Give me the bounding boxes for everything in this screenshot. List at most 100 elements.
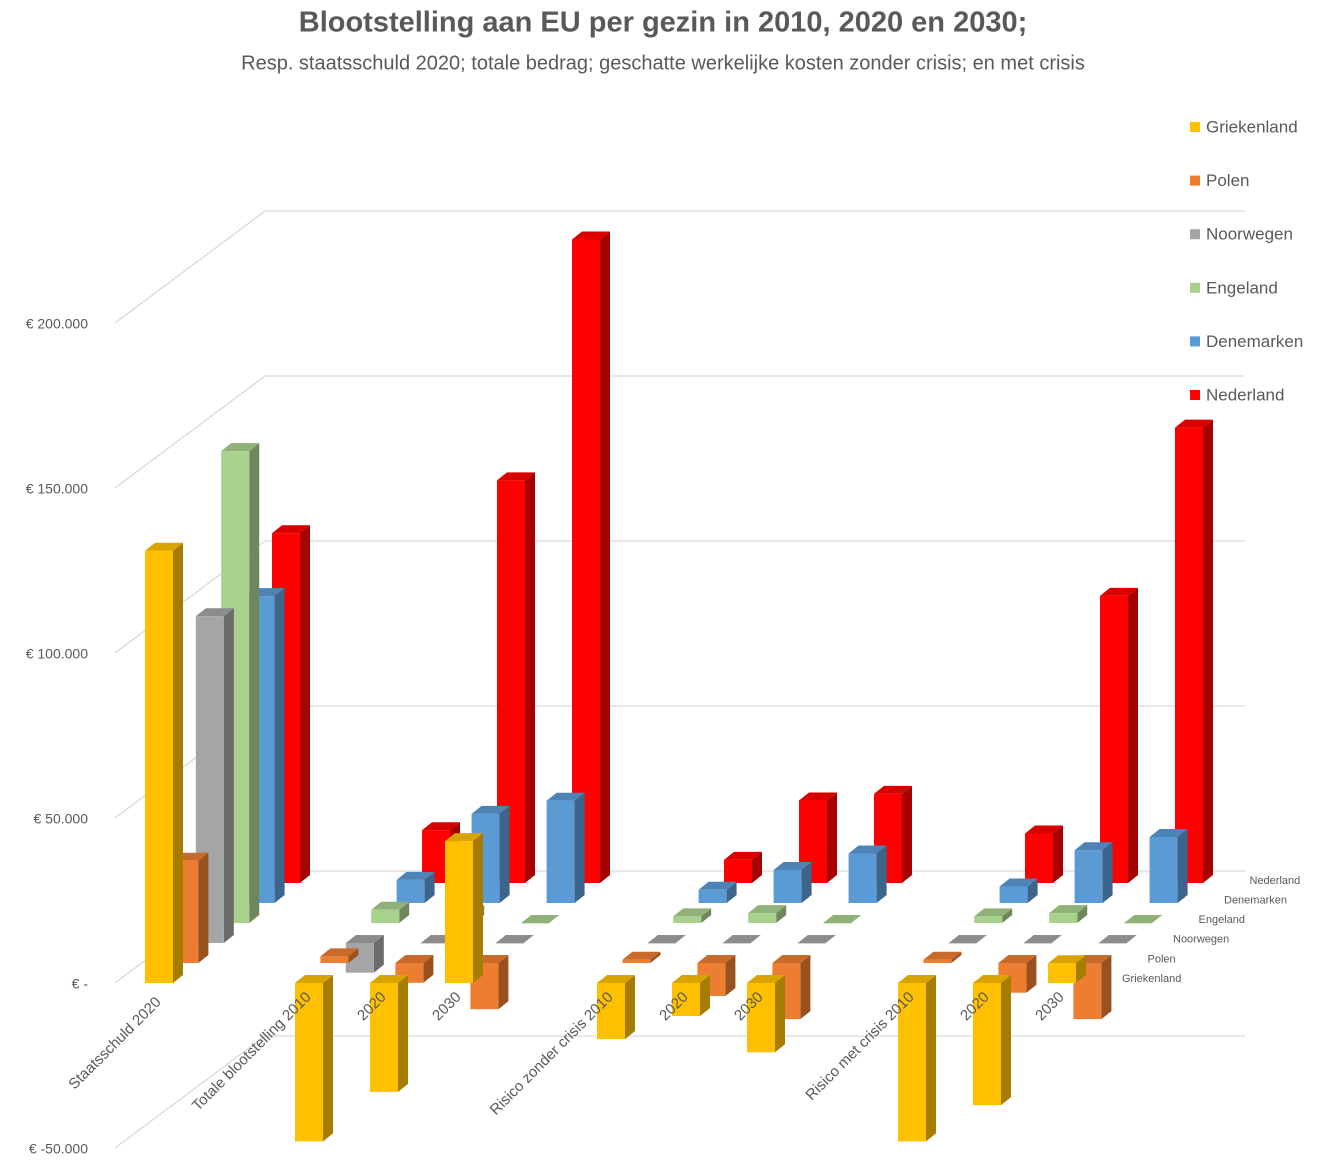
bar-side bbox=[274, 588, 285, 903]
bar-top bbox=[1049, 905, 1088, 914]
bar-side bbox=[173, 542, 183, 983]
bar-front bbox=[521, 923, 550, 924]
bar-front bbox=[923, 959, 952, 963]
bar-top bbox=[999, 878, 1038, 887]
bar-side bbox=[801, 862, 812, 903]
bar-top bbox=[647, 935, 686, 943]
bar-top bbox=[495, 935, 534, 943]
bar bbox=[698, 881, 737, 903]
bar-top bbox=[974, 908, 1013, 917]
bar-top bbox=[622, 951, 661, 960]
y-tick-label: € - bbox=[72, 976, 89, 992]
bar-side bbox=[1203, 419, 1213, 883]
bar-top bbox=[371, 901, 410, 910]
bar-side bbox=[1076, 955, 1086, 983]
bar-side bbox=[800, 955, 811, 1020]
bar-front bbox=[546, 800, 575, 903]
bar-side bbox=[499, 805, 510, 903]
bar-front bbox=[823, 923, 852, 924]
bar-top bbox=[1023, 935, 1062, 943]
bar bbox=[396, 871, 435, 903]
bar-top bbox=[195, 608, 234, 617]
bar bbox=[647, 935, 686, 944]
bar-top bbox=[773, 862, 812, 870]
depth-label: Denemarken bbox=[1224, 895, 1287, 907]
bar-top bbox=[221, 443, 260, 452]
chart-title: Blootstelling aan EU per gezin in 2010, … bbox=[299, 7, 1027, 39]
bar bbox=[521, 915, 560, 924]
bar-side bbox=[650, 951, 661, 963]
bar bbox=[1175, 419, 1213, 883]
bar bbox=[722, 935, 761, 944]
legend-swatch bbox=[1190, 229, 1200, 240]
bar-side bbox=[827, 792, 837, 883]
bar bbox=[371, 901, 410, 923]
bar-front bbox=[1074, 850, 1103, 903]
bar bbox=[445, 833, 483, 983]
bar bbox=[1023, 935, 1062, 944]
bar-top bbox=[471, 805, 510, 814]
bar-front bbox=[1124, 923, 1153, 924]
bar bbox=[673, 908, 712, 923]
bar-front bbox=[320, 956, 349, 963]
bar-side bbox=[1177, 829, 1188, 903]
depth-label: Engeland bbox=[1199, 914, 1246, 926]
bar-top bbox=[546, 792, 585, 801]
bar-side bbox=[1053, 825, 1063, 883]
bar-side bbox=[423, 955, 434, 983]
bar bbox=[546, 792, 585, 903]
bar-front bbox=[1098, 943, 1127, 944]
bar-front bbox=[898, 983, 926, 1142]
bar-top bbox=[722, 935, 761, 943]
bar-top bbox=[698, 881, 737, 890]
bar bbox=[823, 915, 862, 924]
bar-side bbox=[1102, 842, 1113, 903]
x-tick-label: Risico zonder crisis 2010 bbox=[487, 989, 617, 1119]
bar-side bbox=[600, 231, 610, 883]
bar-top bbox=[1100, 587, 1138, 596]
bar bbox=[773, 862, 812, 903]
bar-front bbox=[495, 943, 524, 944]
bar-front bbox=[370, 983, 398, 1092]
bar bbox=[1124, 915, 1163, 924]
grid-line bbox=[114, 1035, 1245, 1149]
bar-side bbox=[726, 881, 737, 903]
legend-swatch bbox=[1190, 282, 1200, 293]
legend-swatch bbox=[1190, 122, 1200, 132]
bar-top bbox=[697, 955, 736, 963]
bar-side bbox=[574, 792, 585, 903]
bar-front bbox=[999, 886, 1028, 903]
bar-top bbox=[898, 975, 936, 983]
bar-side bbox=[424, 871, 435, 903]
legend-swatch bbox=[1190, 390, 1200, 400]
bar-front bbox=[420, 943, 449, 944]
bar-front bbox=[773, 870, 802, 903]
bar-front bbox=[622, 959, 651, 963]
bar bbox=[1074, 842, 1113, 903]
bar bbox=[622, 951, 661, 963]
bar-side bbox=[701, 908, 712, 923]
bar-side bbox=[473, 833, 483, 983]
legend-label: Engeland bbox=[1206, 278, 1278, 297]
bar-top bbox=[672, 975, 710, 983]
bar-top bbox=[948, 935, 987, 943]
bar-front bbox=[797, 943, 826, 944]
bar-top bbox=[799, 792, 837, 801]
bar-top bbox=[973, 975, 1011, 983]
bar bbox=[748, 905, 787, 923]
bar-side bbox=[300, 525, 310, 883]
bar-top bbox=[1098, 935, 1137, 943]
bar bbox=[1100, 587, 1138, 883]
legend-label: Nederland bbox=[1206, 385, 1284, 404]
bar-top bbox=[1048, 955, 1086, 964]
depth-label: Noorwegen bbox=[1173, 934, 1229, 946]
bar-top bbox=[295, 975, 333, 983]
y-tick-label: € -50.000 bbox=[29, 1141, 88, 1157]
bar-top bbox=[673, 908, 712, 917]
bar-side bbox=[198, 852, 209, 963]
bar-side bbox=[525, 472, 535, 883]
bar-front bbox=[1049, 913, 1078, 923]
legend-label: Griekenland bbox=[1206, 117, 1298, 136]
bar-side bbox=[1128, 587, 1138, 883]
bar-top bbox=[747, 975, 785, 983]
